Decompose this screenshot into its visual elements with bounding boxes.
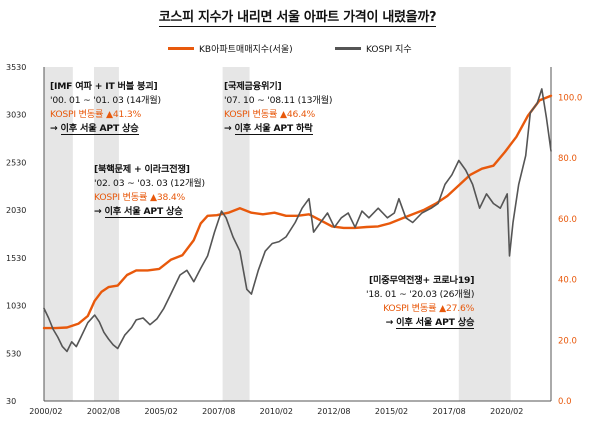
y-right-tick-label: 20.0 [558, 336, 577, 346]
x-tick-label: 2012/08 [317, 407, 350, 416]
y-left-tick-label: 1530 [6, 254, 26, 263]
y-left-tick-label: 1030 [6, 302, 26, 311]
shaded-period-0 [44, 67, 73, 401]
tick-labels: 3530 3030 2530 2030 1530 1030 530 30 100.0 80.0 60… [6, 63, 582, 416]
arrow-icon: → [385, 317, 394, 328]
annotation-trade-change: KOSPI 변동률 ▲27.6% [383, 303, 475, 314]
x-tick-label: 2000/02 [29, 407, 62, 416]
y-left-tick-label: 2030 [6, 206, 26, 215]
annotation-trade-header: [미중무역전쟁+ 코로나19] [369, 275, 475, 286]
annotation-nk-result: → 이후 서울 APT 상승 [94, 205, 205, 219]
annotation-crisis-header: [국제금융위기] [224, 81, 282, 92]
annotation-imf-header: [IMF 여파 + IT 버블 붕괴] [50, 81, 158, 92]
annotation-imf-result: → 이후 서울 APT 상승 [50, 122, 161, 136]
annotation-nk-result-text: 이후 서울 APT 상승 [104, 206, 183, 218]
series-line-0 [42, 94, 553, 330]
shaded-period-3 [458, 67, 511, 401]
annotation-crisis-period: '07. 10 ~ '08.11 (13개월) [224, 95, 333, 106]
x-tick-label: 2005/02 [144, 407, 177, 416]
annotation-imf-change: KOSPI 변동률 ▲41.3% [50, 109, 142, 120]
legend-swatch-kb [168, 47, 194, 50]
annotation-trade-period: '18. 01 ~ '20.03 (26개월) [366, 289, 475, 300]
y-right-tick-label: 60.0 [558, 215, 577, 225]
y-right-tick-label: 0.0 [558, 397, 572, 407]
x-tick-label: 2002/08 [87, 407, 120, 416]
series-line-1 [43, 88, 552, 353]
y-left-tick-label: 3030 [6, 111, 26, 120]
chart-title-text: 코스피 지수가 내리면 서울 아파트 가격이 내렸을까? [158, 10, 437, 27]
annotation-trade-war: [미중무역전쟁+ 코로나19] '18. 01 ~ '20.03 (26개월) … [366, 274, 474, 330]
axes [43, 67, 552, 402]
annotation-north-korea: [북핵문제 + 이라크전쟁] '02. 03 ~ '03. 03 (12개월) … [94, 163, 205, 219]
legend-swatch-kospi [335, 47, 361, 50]
x-tick-label: 2015/02 [375, 407, 408, 416]
annotation-crisis-result-text: 이후 서울 APT 하락 [234, 123, 313, 135]
annotation-nk-period: '02. 03 ~ '03. 03 (12개월) [94, 178, 205, 189]
x-tick-label: 2007/08 [202, 407, 235, 416]
annotation-trade-result: → 이후 서울 APT 상승 [366, 316, 474, 330]
shaded-period-2 [222, 67, 250, 401]
chart-title: 코스피 지수가 내리면 서울 아파트 가격이 내렸을까? [0, 6, 595, 27]
legend-item-kospi: KOSPI 지수 [335, 42, 412, 55]
annotation-crisis-change: KOSPI 변동률 ▲46.4% [224, 109, 316, 120]
y-left-tick-label: 530 [6, 349, 21, 358]
x-tick-label: 2010/02 [260, 407, 293, 416]
y-right-tick-label: 80.0 [558, 154, 577, 164]
y-right-tick-label: 40.0 [558, 276, 577, 286]
annotation-financial-crisis: [국제금융위기] '07. 10 ~ '08.11 (13개월) KOSPI 변… [224, 80, 332, 136]
y-left-tick-label: 2530 [6, 158, 26, 167]
y-left-tick-label: 3530 [6, 63, 26, 72]
y-right-tick-label: 100.0 [558, 93, 582, 103]
annotation-trade-result-text: 이후 서울 APT 상승 [396, 317, 475, 329]
arrow-icon: → [224, 123, 232, 134]
annotation-imf-result-text: 이후 서울 APT 상승 [60, 123, 139, 135]
legend-label-kospi: KOSPI 지수 [366, 45, 412, 55]
annotation-nk-header: [북핵문제 + 이라크전쟁] [94, 164, 190, 175]
x-tick-label: 2020/02 [490, 407, 523, 416]
chart-legend: KB아파트매매지수(서울) KOSPI 지수 [0, 42, 595, 56]
legend-label-kb: KB아파트매매지수(서울) [199, 45, 293, 55]
annotation-imf: [IMF 여파 + IT 버블 붕괴] '00. 01 ~ '01. 03 (1… [50, 80, 161, 136]
y-left-tick-label: 30 [6, 397, 16, 406]
arrow-icon: → [94, 206, 102, 217]
legend-item-kb: KB아파트매매지수(서울) [168, 42, 293, 55]
annotation-nk-change: KOSPI 변동률 ▲38.4% [94, 192, 186, 203]
x-tick-label: 2017/08 [433, 407, 466, 416]
shaded-periods [44, 67, 511, 401]
annotation-imf-period: '00. 01 ~ '01. 03 (14개월) [50, 95, 161, 106]
series-lines [42, 88, 553, 353]
annotation-crisis-result: → 이후 서울 APT 하락 [224, 122, 332, 136]
arrow-icon: → [50, 123, 58, 134]
